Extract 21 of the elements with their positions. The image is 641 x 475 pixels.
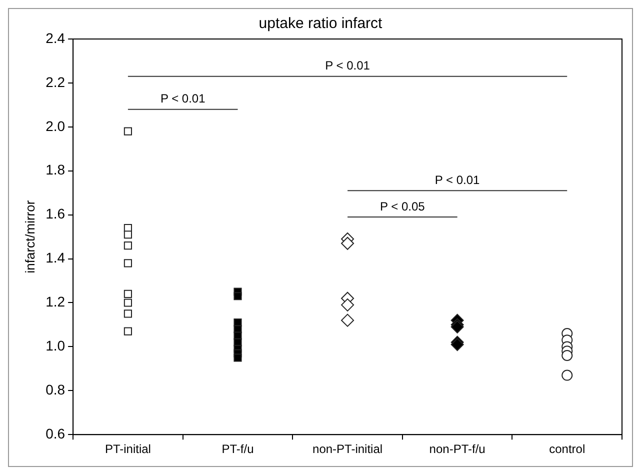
annotation: P < 0.01 (325, 58, 370, 73)
y-tick-label: 2.2 (46, 74, 66, 90)
y-tick-label: 1.4 (46, 250, 66, 266)
x-tick-label: non-PT-initial (312, 442, 383, 456)
y-tick-label: 1.0 (46, 338, 66, 354)
y-tick-label: 2.4 (46, 30, 66, 46)
annotation: P < 0.01 (160, 92, 206, 106)
y-tick-label: 1.8 (46, 162, 66, 178)
y-tick-label: 1.6 (46, 206, 66, 222)
annotation: P < 0.05 (380, 199, 426, 214)
x-tick-label: PT-initial (104, 442, 151, 456)
x-tick-label: control (549, 442, 586, 456)
y-tick-label: 0.8 (46, 382, 66, 398)
x-tick-label: PT-f/u (222, 442, 254, 456)
chart-title: uptake ratio infarct (258, 15, 384, 32)
y-tick-label: 1.2 (46, 294, 66, 310)
annotation: P < 0.01 (434, 172, 480, 187)
y-axis-title: infarct/mirror (22, 200, 38, 274)
y-tick-label: 0.6 (46, 425, 66, 442)
y-tick-label: 2.0 (46, 118, 66, 134)
x-tick-label: non-PT-f/u (429, 442, 486, 456)
